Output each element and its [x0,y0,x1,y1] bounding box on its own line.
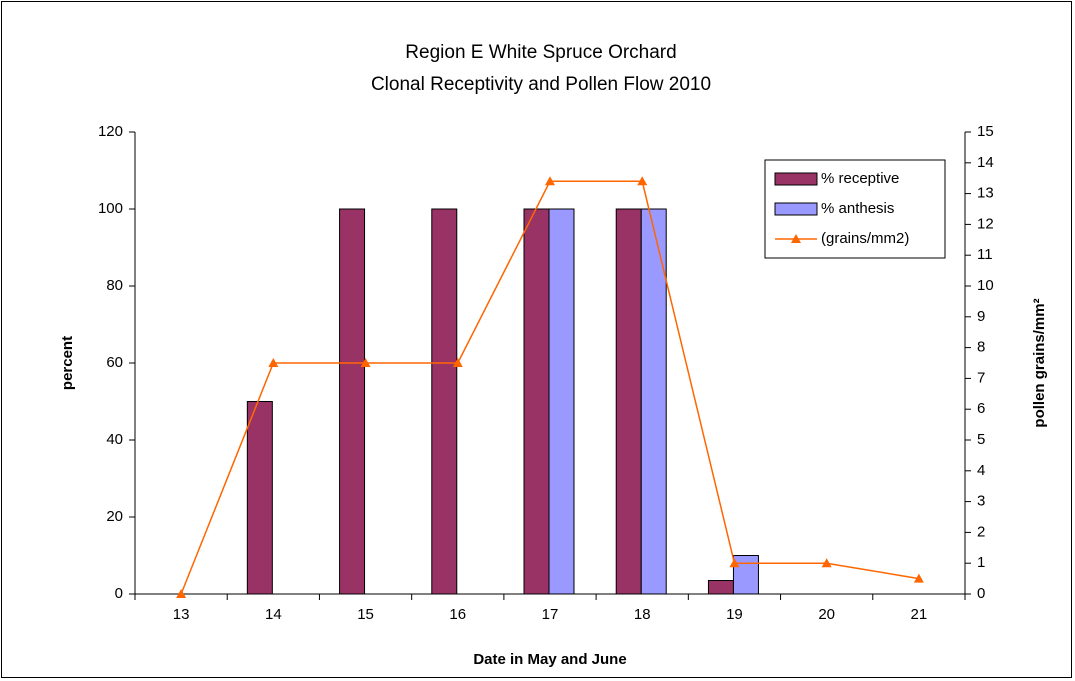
line-marker [268,358,279,367]
legend-label: % receptive [821,170,899,187]
legend-label: (grains/mm2) [821,230,909,247]
y2-tick-label: 5 [977,431,985,448]
y-tick-label: 20 [106,508,123,525]
line-marker [729,558,740,568]
y2-tick-label: 8 [977,339,985,356]
bar [548,208,575,595]
bar [431,208,458,595]
x-tick-label: 19 [726,606,743,623]
y2-tick-label: 10 [977,277,994,294]
x-tick-label: 13 [173,606,190,623]
bar [640,208,667,595]
chart-title: Region E White Spruce Orchard [405,42,676,63]
line-marker [821,558,832,568]
y2-tick-label: 7 [977,369,985,386]
line-marker [452,358,463,367]
y2-tick-label: 6 [977,400,985,417]
bar [732,555,759,595]
line-marker [176,589,187,598]
y-tick-label: 120 [98,123,123,140]
x-tick-label: 21 [911,606,928,623]
x-tick-label: 17 [542,606,559,623]
x-tick-label: 20 [818,606,835,623]
legend-swatch [774,202,818,216]
bar [615,208,642,595]
line-marker [913,573,924,583]
bar [523,208,550,595]
legend-swatch [774,172,818,186]
y2-tick-label: 13 [977,185,994,202]
y-tick-label: 100 [98,200,123,217]
y2-axis-title: pollen grains/mm² [1031,298,1048,427]
x-axis-title: Date in May and June [473,651,626,668]
y-tick-label: 80 [106,277,123,294]
y2-tick-label: 0 [977,585,985,602]
y2-tick-label: 14 [977,154,994,171]
y-axis-title: percent [59,336,76,390]
bar [246,401,273,595]
y2-tick-label: 9 [977,308,985,325]
line-marker [637,176,648,186]
chart-subtitle: Clonal Receptivity and Pollen Flow 2010 [371,74,711,95]
y-tick-label: 60 [106,354,123,371]
x-tick-label: 14 [265,606,282,623]
y2-tick-label: 12 [977,215,994,232]
x-tick-label: 16 [449,606,466,623]
y-tick-label: 40 [106,431,123,448]
y-tick-label: 0 [115,585,123,602]
line-marker [360,358,371,367]
y2-tick-label: 11 [977,246,993,263]
bar [339,208,366,595]
line-marker [545,176,555,186]
y2-tick-label: 15 [977,123,994,140]
legend-marker [791,234,801,243]
legend-label: % anthesis [821,200,894,217]
x-tick-label: 18 [634,606,651,623]
y2-tick-label: 1 [977,554,985,571]
bar [707,580,734,595]
y2-tick-label: 2 [977,523,985,540]
y2-tick-label: 4 [977,462,985,479]
y2-tick-label: 3 [977,493,985,510]
x-tick-label: 15 [357,606,374,623]
